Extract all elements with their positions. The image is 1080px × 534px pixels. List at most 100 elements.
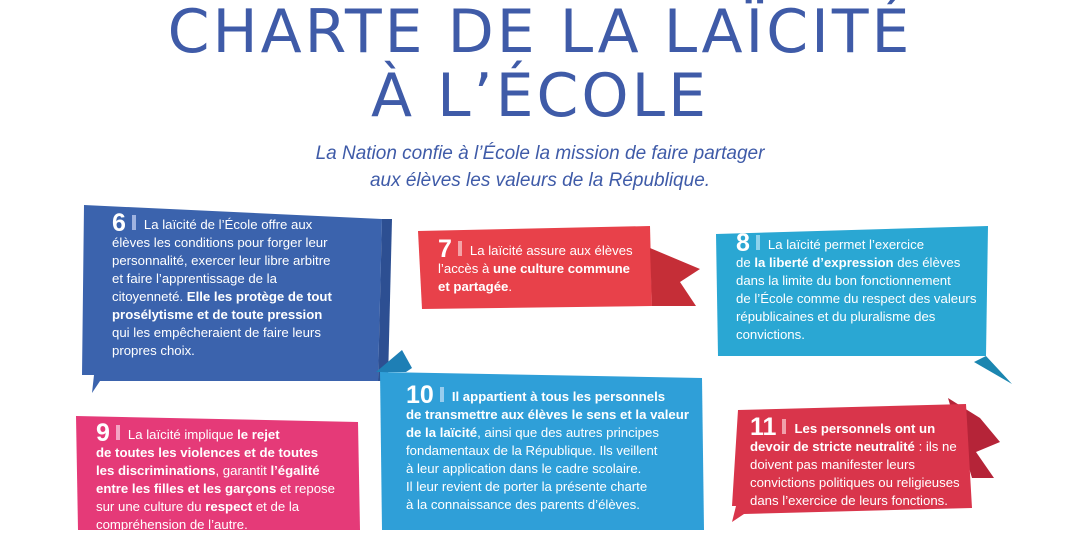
page-title: CHARTE DE LA LAÏCITÉ (167, 0, 913, 67)
bold-text: la liberté d’expression (754, 255, 894, 270)
text: sur une culture du (96, 499, 206, 514)
article-line: propres choix. (112, 342, 377, 360)
article-line: à leur application dans le cadre scolair… (406, 460, 706, 478)
text: et de la (252, 499, 300, 514)
text: citoyenneté. (112, 289, 187, 304)
article-line: fondamentaux de la République. Ils veill… (406, 442, 706, 460)
text: de (736, 255, 755, 270)
article-line: républicaines et du pluralisme des (736, 308, 991, 326)
article-8-number: 8 (736, 229, 750, 257)
bold-text: devoir de stricte neutralité (750, 439, 915, 454)
bold-text: l’égalité (270, 463, 320, 478)
text: , ainsi que des autres principes (477, 425, 659, 440)
text: personnalité, exercer leur libre arbitre (112, 253, 331, 268)
text: dans l’exercice de leurs fonctions. (750, 493, 948, 508)
subtitle: La Nation confie à l’École la mission de… (0, 140, 1080, 194)
text: et repose (276, 481, 335, 496)
text: convictions politiques ou religieuses (750, 475, 960, 490)
text: La laïcité implique (127, 427, 238, 442)
text: à la connaissance des parents d’élèves. (406, 497, 640, 512)
article-line: de toutes les violences et de toutes (96, 444, 361, 462)
text: propres choix. (112, 343, 195, 358)
article-10-card: 10 Il appartient à tous les personnels de… (372, 348, 712, 530)
article-line: à la connaissance des parents d’élèves. (406, 496, 706, 514)
text: : ils ne (914, 439, 957, 454)
article-line: dans l’exercice de leurs fonctions. (750, 492, 970, 510)
article-line: prosélytisme et de toute pression (112, 306, 377, 324)
page-title-line-2: À L’ÉCOLE (371, 61, 709, 131)
article-6-text: 6 La laïcité de l’École offre aux élèves … (112, 211, 377, 360)
article-9-number: 9 (96, 419, 110, 447)
article-6-banner-shape (82, 205, 392, 393)
article-10-number: 10 (406, 381, 434, 409)
article-8-text: 8 La laïcité permet l’exercice de la libe… (736, 231, 991, 344)
bold-text: de transmettre aux élèves le sens et la … (406, 407, 689, 422)
text: compréhension de l’autre. (96, 517, 248, 532)
article-line: de l’École comme du respect des valeurs (736, 290, 991, 308)
article-7-number: 7 (438, 235, 452, 263)
article-line: La laïcité de l’École offre aux (144, 217, 312, 232)
bold-text: prosélytisme et de toute pression (112, 307, 323, 322)
article-10-banner-shape (376, 350, 704, 530)
article-line: compréhension de l’autre. (96, 516, 361, 534)
article-7-text: 7 La laïcité assure aux élèves l’accès à … (438, 237, 658, 296)
article-line: de transmettre aux élèves le sens et la … (406, 406, 706, 424)
article-line: dans la limite du bon fonctionnement (736, 272, 991, 290)
article-9-card: 9 La laïcité implique le rejet de toutes … (76, 416, 366, 532)
text: républicaines et du pluralisme des (736, 309, 936, 324)
text: à leur application dans le cadre scolair… (406, 461, 642, 476)
article-9-text: 9 La laïcité implique le rejet de toutes … (96, 421, 361, 534)
text: des élèves (893, 255, 961, 270)
text: de l’École comme du respect des valeurs (736, 291, 977, 306)
article-line: Il leur revient de porter la présente ch… (406, 478, 706, 496)
article-6-card: 6 La laïcité de l’École offre aux élèves … (82, 205, 392, 395)
article-line: sur une culture du respect et de la (96, 498, 361, 516)
article-8-banner-shape (716, 226, 1012, 384)
text: La laïcité de l’École offre aux (143, 217, 313, 232)
text: La laïcité assure aux élèves (469, 243, 633, 258)
text: qui les empêcheraient de faire leurs (112, 325, 321, 340)
article-line: de la laïcité, ainsi que des autres prin… (406, 424, 706, 442)
article-line: élèves les conditions pour forger leur (112, 234, 377, 252)
subtitle-line-1: La Nation confie à l’École la mission de… (315, 143, 765, 164)
article-line: personnalité, exercer leur libre arbitre (112, 252, 377, 270)
text: et faire l’apprentissage de la (112, 271, 277, 286)
article-line: Il appartient à tous les personnels (452, 389, 665, 404)
article-line: convictions. (736, 326, 991, 344)
article-line: les discriminations, garantit l’égalité (96, 462, 361, 480)
article-line: Les personnels ont un (794, 421, 935, 436)
text: l’accès à (438, 261, 493, 276)
article-line: La laïcité assure aux élèves (470, 243, 633, 258)
article-line: entre les filles et les garçons et repos… (96, 480, 361, 498)
article-line: doivent pas manifester leurs (750, 456, 970, 474)
text: élèves les conditions pour forger leur (112, 235, 328, 250)
article-7-card: 7 La laïcité assure aux élèves l’accès à … (418, 226, 703, 311)
article-line: La laïcité permet l’exercice (768, 237, 924, 252)
bold-text: Il appartient à tous les personnels (451, 389, 666, 404)
text: La laïcité permet l’exercice (767, 237, 925, 252)
article-11-card: 11 Les personnels ont un devoir de strict… (732, 398, 1002, 530)
text: fondamentaux de la République. Ils veill… (406, 443, 658, 458)
article-6-number: 6 (112, 209, 126, 237)
text: dans la limite du bon fonctionnement (736, 273, 951, 288)
article-8-card: 8 La laïcité permet l’exercice de la libe… (716, 226, 1016, 391)
article-line: et partagée. (438, 278, 658, 296)
text: , garantit (215, 463, 271, 478)
bold-text: de toutes les violences et de toutes (96, 445, 319, 460)
subtitle-line-2: aux élèves les valeurs de la République. (369, 170, 711, 191)
article-line: citoyenneté. Elle les protège de tout (112, 288, 377, 306)
article-11-number: 11 (750, 413, 777, 441)
bold-text: et partagée (438, 279, 509, 294)
article-line: convictions politiques ou religieuses (750, 474, 970, 492)
bold-text: une culture commune (492, 261, 631, 276)
article-line: La laïcité implique le rejet (128, 427, 280, 442)
bold-text: Elle les protège de tout (186, 289, 332, 304)
text: doivent pas manifester leurs (750, 457, 915, 472)
article-11-banner-shape (732, 398, 1000, 522)
text: . (508, 279, 513, 294)
bold-text: respect (205, 499, 253, 514)
bold-text: entre les filles et les garçons (96, 481, 277, 496)
bold-text: les discriminations (96, 463, 216, 478)
article-line: devoir de stricte neutralité : ils ne (750, 438, 970, 456)
text: convictions. (736, 327, 805, 342)
